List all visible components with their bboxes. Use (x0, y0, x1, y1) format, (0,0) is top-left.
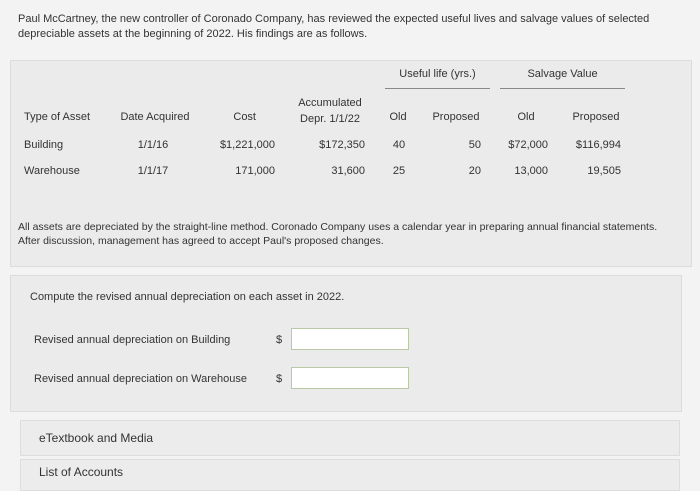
column-header: Cost (233, 111, 256, 123)
input-label: Revised annual depreciation on Warehouse (34, 373, 248, 385)
accounts-link[interactable]: List of Accounts (20, 459, 680, 491)
note-text: All assets are depreciated by the straig… (18, 221, 658, 247)
intro-text: Paul McCartney, the new controller of Co… (18, 13, 650, 40)
table-cell: 19,505 (587, 165, 621, 177)
column-header: Date Acquired (120, 111, 190, 123)
underline (500, 88, 625, 89)
currency: $ (276, 373, 283, 385)
table-cell: $1,221,000 (219, 139, 275, 151)
group-header: Useful life (yrs.) (399, 68, 476, 80)
table-cell: Warehouse (24, 165, 80, 177)
answer-input[interactable] (291, 328, 409, 350)
column-header: Proposed (572, 111, 620, 123)
table-cell: $172,350 (319, 139, 365, 151)
column-header: Accumulated Depr. 1/1/22 (298, 97, 362, 125)
input-label: Revised annual depreciation on Building (34, 334, 231, 346)
table-cell: 25 (392, 165, 406, 177)
table-cell: 50 (468, 139, 481, 151)
table-cell: 171,000 (235, 165, 275, 177)
etextbook-link[interactable]: eTextbook and Media (20, 420, 680, 456)
currency: $ (276, 334, 283, 346)
column-header: Type of Asset (24, 111, 91, 123)
group-header: Salvage Value (527, 68, 598, 80)
table-cell: $116,994 (575, 139, 621, 151)
table-panel (10, 60, 692, 267)
table-cell: 1/1/17 (137, 165, 169, 177)
column-header: Old (389, 111, 407, 123)
column-header: Proposed (432, 111, 480, 123)
underline (385, 88, 490, 89)
table-cell: 1/1/16 (137, 139, 169, 151)
table-cell: 31,600 (331, 165, 365, 177)
prompt: Compute the revised annual depreciation … (30, 291, 345, 303)
table-cell: 20 (468, 165, 481, 177)
table-cell: 13,000 (514, 165, 548, 177)
table-cell: Building (24, 139, 64, 151)
table-cell: $72,000 (508, 139, 548, 151)
answer-input[interactable] (291, 367, 409, 389)
table-cell: 40 (392, 139, 406, 151)
column-header: Old (517, 111, 535, 123)
